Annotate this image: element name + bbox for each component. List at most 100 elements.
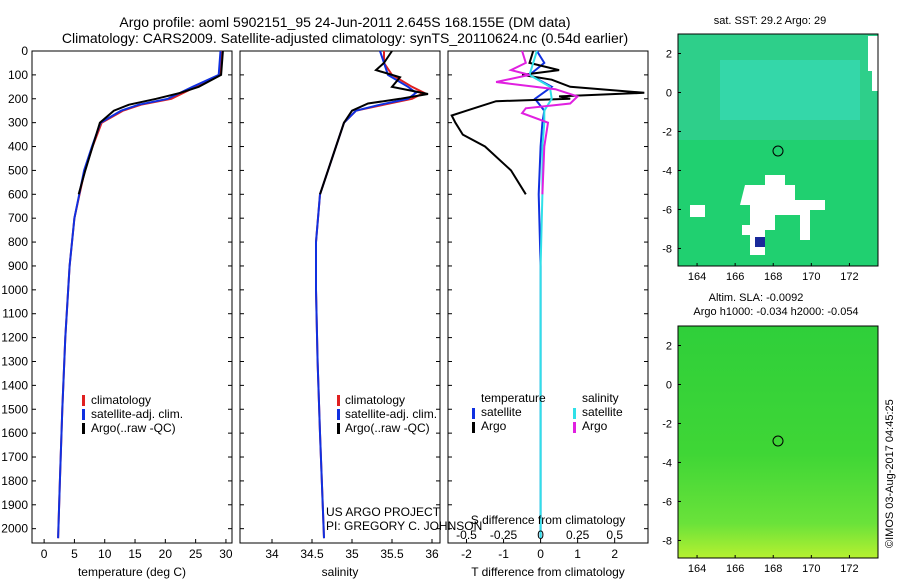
map-y-tick-label: -8: [662, 535, 672, 547]
map-x-tick-label: 166: [726, 563, 744, 575]
temperature-legend: climatology satellite-adj. clim. Argo(..…: [82, 393, 183, 435]
salinity-panel: [239, 50, 441, 544]
series-line-salinity-argo: [495, 50, 580, 195]
sst-map-cold-pixel: [755, 237, 765, 247]
series-line-climatology: [57, 50, 223, 539]
depth-tick-label: 1400: [1, 378, 28, 392]
legend-header-temperature: temperature: [481, 391, 546, 405]
depth-tick-label: 1000: [1, 283, 28, 297]
difference-xlabel-top: S difference from climatology: [471, 513, 626, 527]
legend-swatch-satellite: [337, 409, 340, 420]
sla-map-title2: Argo h1000: -0.034 h2000: -0.054: [693, 306, 858, 318]
legend-swatch-satellite: [82, 409, 85, 420]
project-annotation: US ARGO PROJECT: [326, 505, 441, 519]
figure-title-line1: Argo profile: aoml 5902151_95 24-Jun-201…: [119, 14, 570, 30]
imos-credit: ©IMOS 03-Aug-2017 04:45:25: [884, 399, 896, 548]
map-x-tick-label: 170: [802, 563, 820, 575]
x-tick-label: 2: [611, 547, 618, 561]
legend-label: Argo(..raw -QC): [91, 421, 176, 435]
legend-label: climatology: [345, 393, 405, 407]
pi-annotation: PI: GREGORY C. JOHNSON: [326, 519, 482, 533]
depth-tick-label: 800: [8, 235, 28, 249]
x-tick-label: 15: [128, 547, 142, 561]
argo-location-marker: [772, 145, 784, 157]
map-x-tick-label: 164: [688, 271, 706, 283]
salinity-series: [315, 50, 429, 539]
x-axis-ticks: 0 5 10 15 20 25 30 34 34.5 35 35.5 36 -2 -1 0 1 2 -0.5 -0.…: [41, 528, 624, 561]
x-tick-label: 10: [98, 547, 112, 561]
depth-tick-label: 300: [8, 116, 28, 130]
depth-tick-label: 500: [8, 163, 28, 177]
x-top-tick-label: -0.5: [456, 528, 477, 542]
depth-tick-label: 200: [8, 92, 28, 106]
x-tick-label: 25: [189, 547, 203, 561]
depth-tick-label: 100: [8, 68, 28, 82]
temperature-series: [57, 50, 224, 539]
depth-tick-label: 1900: [1, 498, 28, 512]
series-line-argo-raw-qc-: [319, 50, 429, 195]
legend-swatch-argo: [82, 423, 85, 434]
map-x-tick-label: 168: [764, 271, 782, 283]
map-y-tick-label: -6: [662, 496, 672, 508]
depth-tick-label: 1200: [1, 331, 28, 345]
map-y-tick-label: -2: [662, 418, 672, 430]
x-tick-label: 34: [265, 547, 279, 561]
x-tick-label: 35.5: [380, 547, 404, 561]
depth-tick-label: 1800: [1, 474, 28, 488]
depth-tick-label: 0: [21, 44, 28, 58]
depth-tick-label: 900: [8, 259, 28, 273]
series-line-climatology: [315, 51, 427, 539]
sla-map-ticks: 164 166 168 170 172 2 0 -2 -4 -6 -8: [662, 340, 858, 575]
map-y-tick-label: 0: [666, 379, 672, 391]
sst-map-missing-data: [868, 36, 878, 91]
depth-tick-label: 2000: [1, 522, 28, 536]
difference-xlabel: T difference from climatology: [471, 565, 625, 579]
sst-map-title: sat. SST: 29.2 Argo: 29: [714, 15, 827, 27]
series-line-satellite-adj-clim-: [315, 50, 418, 539]
map-x-tick-label: 164: [688, 563, 706, 575]
sla-map-title1: Altim. SLA: -0.0092: [709, 292, 804, 304]
depth-tick-label: 700: [8, 211, 28, 225]
legend-label: Argo(..raw -QC): [345, 421, 430, 435]
x-tick-label: 0: [41, 547, 48, 561]
salinity-legend: climatology satellite-adj. clim. Argo(..…: [337, 393, 437, 435]
x-top-tick-label: 0.25: [566, 528, 590, 542]
x-tick-label: 0: [537, 547, 544, 561]
x-tick-label: 34.5: [300, 547, 324, 561]
legend-label: satellite: [481, 405, 522, 419]
sst-map-warm-band: [720, 60, 860, 120]
legend-header-salinity: salinity: [582, 391, 619, 405]
map-y-tick-label: -4: [662, 165, 672, 177]
map-y-tick-label: -2: [662, 126, 672, 138]
legend-label: Argo: [582, 419, 608, 433]
x-tick-label: 36: [425, 547, 439, 561]
legend-swatch-s-argo: [573, 422, 576, 433]
depth-tick-label: 1700: [1, 450, 28, 464]
difference-legend: temperature salinity satellite Argo sate…: [472, 391, 623, 433]
map-y-tick-label: -8: [662, 243, 672, 255]
legend-swatch-t-argo: [472, 422, 475, 433]
legend-swatch-climatology: [337, 395, 340, 406]
sla-map-frame: [677, 325, 879, 559]
depth-tick-label: 1100: [2, 307, 28, 321]
sst-map-missing-data: [740, 175, 825, 255]
x-tick-label: 20: [159, 547, 173, 561]
map-x-tick-label: 172: [840, 271, 858, 283]
legend-label: climatology: [91, 393, 151, 407]
map-x-tick-label: 170: [802, 271, 820, 283]
map-y-tick-label: 2: [666, 48, 672, 60]
legend-swatch-climatology: [82, 395, 85, 406]
x-top-tick-label: -0.25: [490, 528, 518, 542]
x-tick-label: 5: [71, 547, 78, 561]
map-y-tick-label: 2: [666, 340, 672, 352]
map-x-tick-label: 168: [764, 563, 782, 575]
sst-map-missing-data: [690, 205, 705, 217]
legend-swatch-argo: [337, 423, 340, 434]
depth-tick-label: 400: [8, 140, 28, 154]
depth-tick-label: 1300: [1, 354, 28, 368]
legend-label: satellite-adj. clim.: [91, 407, 183, 421]
x-tick-label: 30: [219, 547, 233, 561]
map-x-tick-label: 166: [726, 271, 744, 283]
difference-panel: [447, 50, 649, 544]
